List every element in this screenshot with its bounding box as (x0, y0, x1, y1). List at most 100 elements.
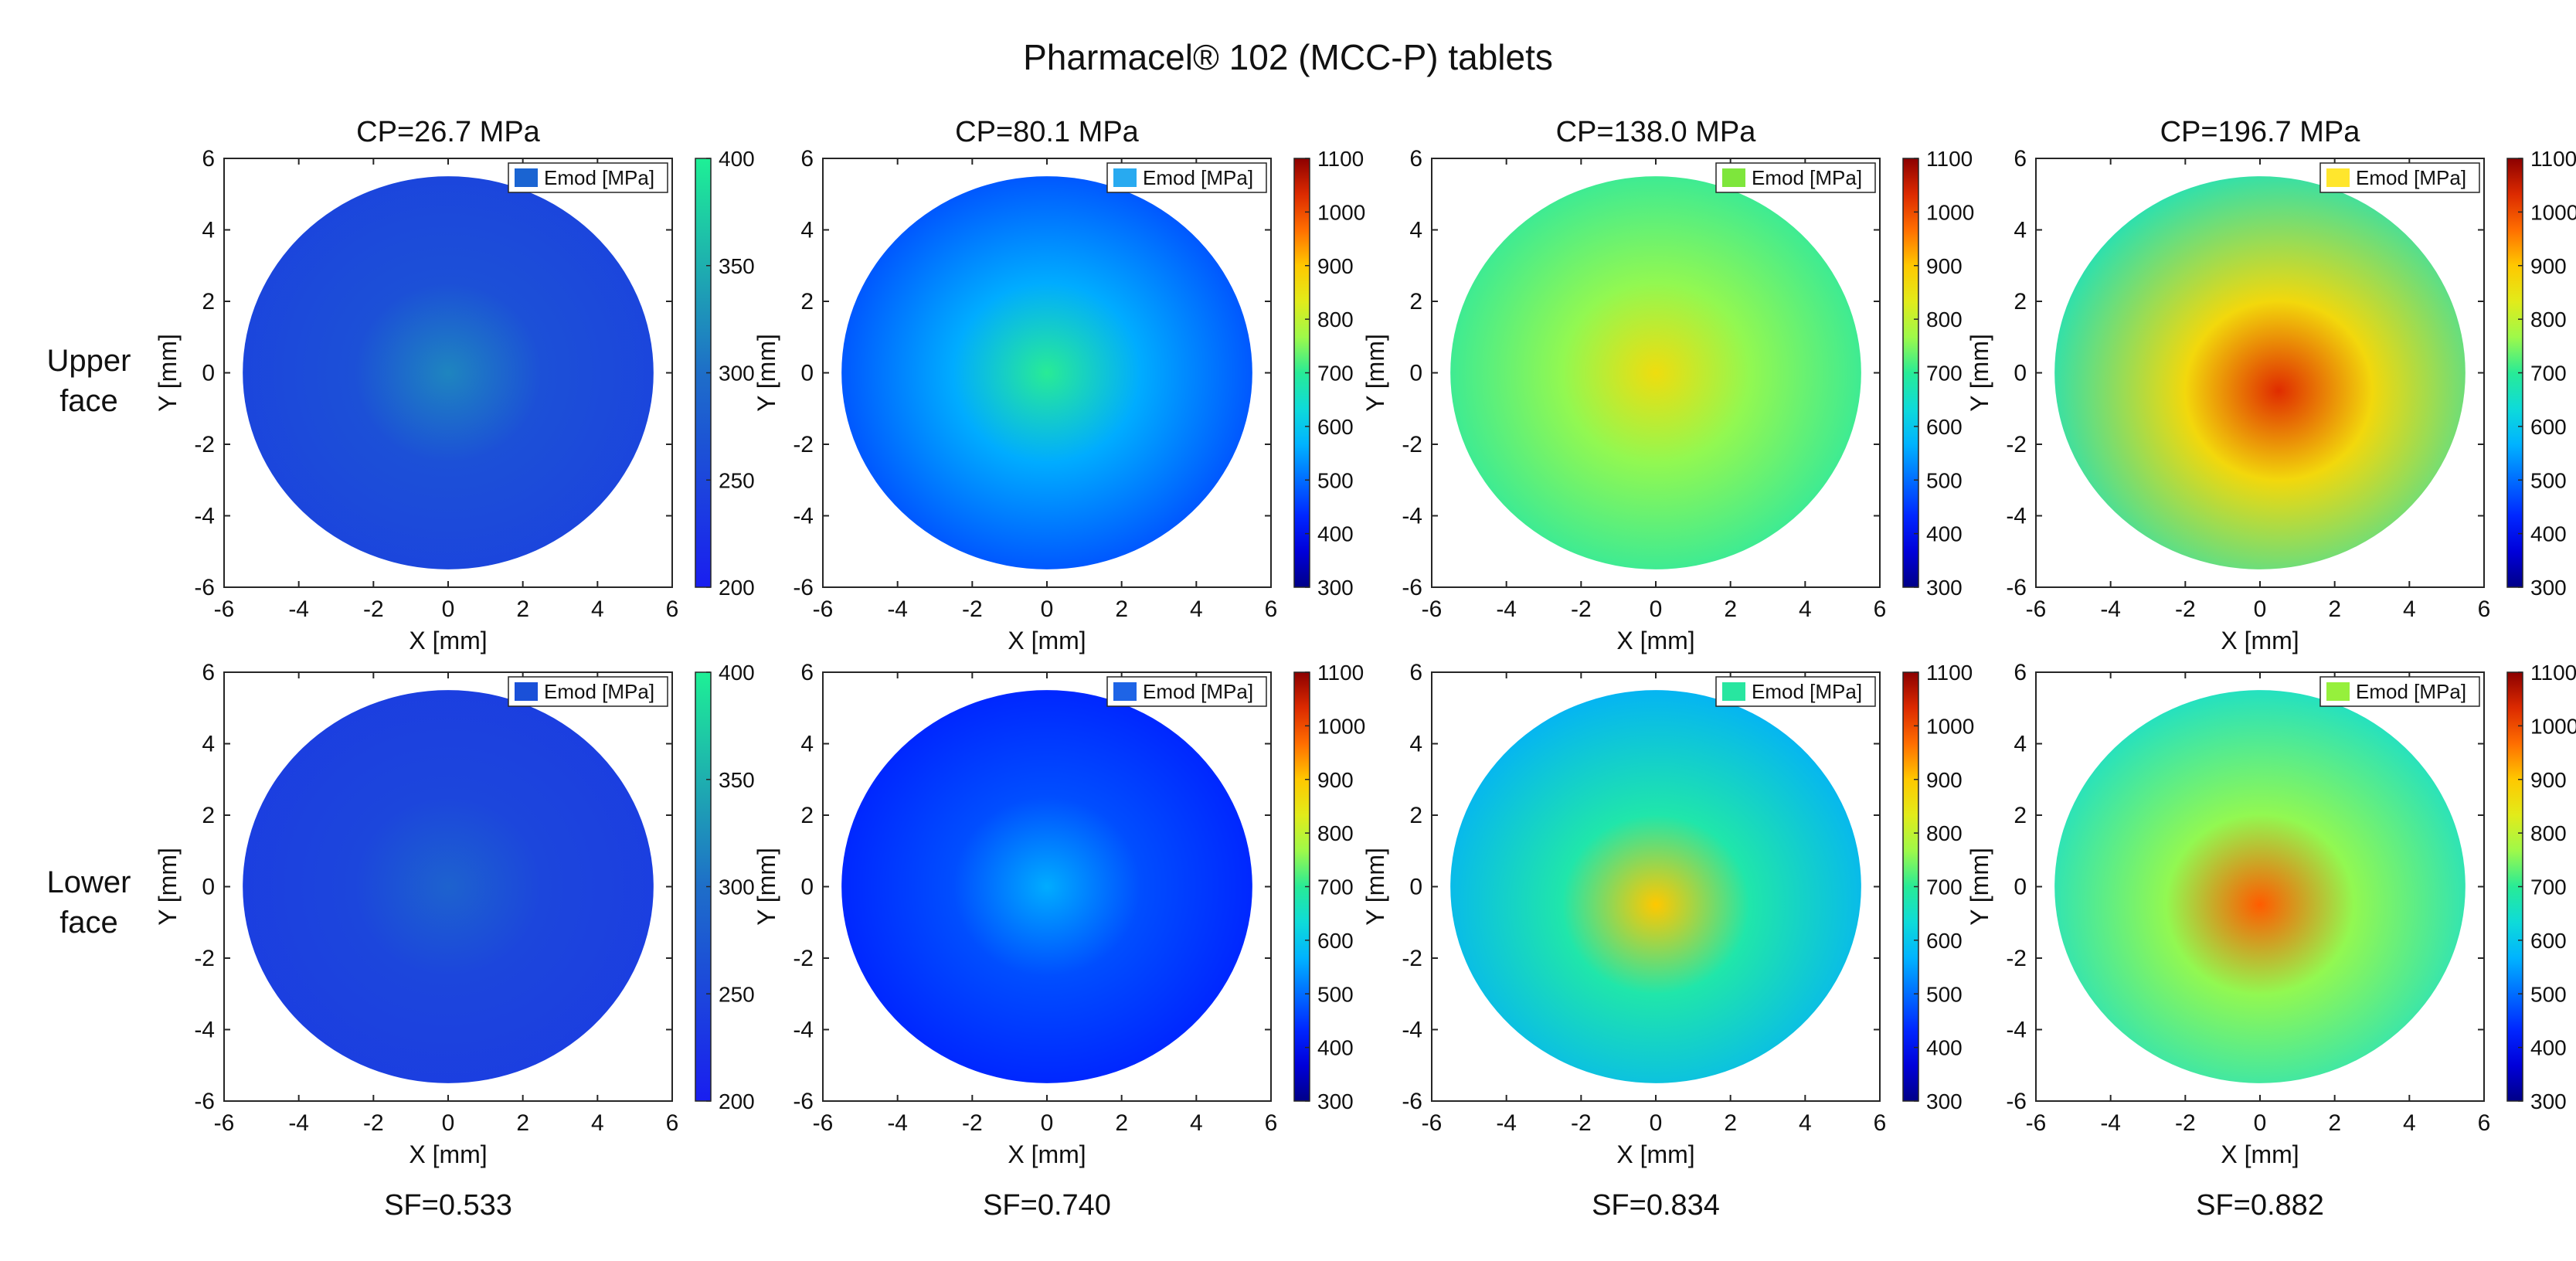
x-tick-label: -2 (962, 1110, 983, 1136)
y-tick-label: 4 (800, 732, 814, 757)
x-tick-label: 2 (1724, 597, 1737, 622)
y-tick-label: -4 (793, 504, 814, 529)
legend-box (2319, 162, 2480, 193)
panel-title: CP=196.7 MPa (2160, 116, 2361, 148)
colorbar-tick-label: 700 (1317, 362, 1354, 386)
legend-label: Emod [MPa] (1752, 680, 1862, 703)
chart-panel-2: CP=80.1 MPa -6 -4 -2 0 2 4 6 -6 -4 -2 0 2 4 6 X [mm] Y [… (753, 116, 1365, 654)
colorbar-tick-label: 700 (2530, 875, 2567, 899)
chart-panel-1: CP=26.7 MPa -6 -4 -2 0 2 4 6 -6 -4 -2 0 2 4 6 X [mm] Y [… (154, 116, 755, 654)
colorbar-tick-label: 600 (1926, 929, 1963, 953)
x-tick-label: -4 (1496, 597, 1517, 622)
y-tick-label: 4 (2014, 218, 2027, 243)
x-tick-label: 2 (1724, 1110, 1737, 1136)
legend-label: Emod [MPa] (544, 166, 654, 189)
colorbar-tick-label: 1100 (1317, 147, 1364, 171)
x-tick-label: -2 (962, 597, 983, 622)
y-tick-label: -2 (194, 946, 215, 971)
y-tick-label: -6 (1402, 575, 1422, 600)
y-tick-label: -2 (793, 946, 814, 971)
tablet-map (2054, 690, 2466, 1083)
colorbar-tick-label: 600 (2530, 929, 2567, 953)
colorbar-tick-label: 900 (1317, 768, 1354, 792)
x-tick-label: -4 (288, 597, 309, 622)
x-tick-label: -4 (2100, 597, 2121, 622)
legend-label: Emod [MPa] (2356, 166, 2466, 189)
y-tick-label: 2 (202, 289, 215, 314)
legend-label: Emod [MPa] (1143, 680, 1253, 703)
panel-title: CP=138.0 MPa (1556, 116, 1757, 148)
y-tick-label: 4 (1409, 218, 1422, 243)
colorbar-tick-label: 400 (719, 661, 755, 685)
y-tick-label: 2 (2014, 803, 2027, 828)
y-tick-label: -6 (1402, 1089, 1422, 1114)
row-label-upper-line2: face (59, 384, 118, 418)
colorbar-tick-label: 1100 (1926, 661, 1973, 685)
x-axis-label: X [mm] (1616, 627, 1694, 654)
y-axis-label: Y [mm] (753, 334, 780, 412)
colorbar-tick-label: 400 (719, 147, 755, 171)
chart-panel-3: CP=138.0 MPa -6 -4 -2 0 2 4 6 -6 -4 -2 0 2 4 6 X [mm] Y … (1361, 116, 1974, 654)
x-tick-label: -6 (813, 1110, 834, 1136)
x-axis-label: X [mm] (1008, 627, 1086, 654)
tablet-map (243, 690, 654, 1083)
y-tick-label: 6 (800, 146, 814, 172)
colorbar-tick-label: 800 (1926, 308, 1963, 331)
x-tick-label: 4 (1799, 597, 1812, 622)
y-tick-label: 0 (800, 361, 814, 386)
x-tick-label: -6 (2026, 597, 2047, 622)
colorbar-tick-label: 700 (1926, 362, 1963, 386)
colorbar-tick-label: 600 (1926, 415, 1963, 439)
y-axis-label: Y [mm] (1361, 848, 1389, 926)
x-tick-label: 6 (666, 1110, 679, 1136)
colorbar-tick-label: 1100 (2530, 661, 2576, 685)
y-tick-label: 6 (1409, 146, 1422, 172)
y-tick-label: -2 (2006, 946, 2027, 971)
x-tick-label: 0 (442, 597, 455, 622)
x-tick-label: -2 (363, 1110, 384, 1136)
x-axis-label: X [mm] (409, 1140, 487, 1168)
legend-box (1715, 162, 1876, 193)
colorbar-tick-label: 300 (1926, 1089, 1963, 1113)
panel-title: CP=26.7 MPa (356, 116, 540, 148)
x-tick-label: 0 (1041, 597, 1054, 622)
y-tick-label: 0 (2014, 875, 2027, 900)
y-tick-label: -6 (194, 1089, 215, 1114)
chart-panel-4: CP=196.7 MPa -6 -4 -2 0 2 4 6 -6 -4 -2 0 2 4 6 X [mm] Y … (1966, 116, 2576, 654)
y-axis-label: Y [mm] (154, 848, 182, 926)
colorbar-tick-label: 800 (1926, 821, 1963, 845)
panel-title: CP=80.1 MPa (955, 116, 1139, 148)
colorbar-tick-label: 700 (1317, 875, 1354, 899)
legend-swatch (2326, 682, 2350, 701)
x-tick-label: -2 (1571, 1110, 1592, 1136)
y-tick-label: -2 (194, 432, 215, 457)
x-tick-label: -4 (887, 1110, 908, 1136)
colorbar-tick-label: 250 (719, 982, 755, 1006)
sf-caption: SF=0.740 (983, 1189, 1111, 1222)
y-tick-label: 2 (202, 803, 215, 828)
y-tick-label: -2 (2006, 432, 2027, 457)
y-tick-label: 0 (202, 875, 215, 900)
x-tick-label: -6 (2026, 1110, 2047, 1136)
y-axis-label: Y [mm] (753, 848, 780, 926)
y-tick-label: -6 (2006, 575, 2027, 600)
y-axis-label: Y [mm] (154, 334, 182, 412)
colorbar-tick-label: 300 (719, 362, 755, 386)
y-tick-label: -6 (2006, 1089, 2027, 1114)
x-tick-label: 0 (1041, 1110, 1054, 1136)
colorbar-tick-label: 900 (1926, 254, 1963, 278)
y-tick-label: 0 (202, 361, 215, 386)
x-tick-label: 0 (1650, 597, 1663, 622)
x-tick-label: 6 (2478, 1110, 2491, 1136)
colorbar-tick-label: 300 (719, 875, 755, 899)
colorbar-tick-label: 900 (1317, 254, 1354, 278)
y-axis-label: Y [mm] (1361, 334, 1389, 412)
x-tick-label: -2 (2175, 1110, 2196, 1136)
chart-panel-6: -6 -4 -2 0 2 4 6 -6 -4 -2 0 2 4 6 X [mm] Y [mm] Emod [MP… (753, 660, 1365, 1222)
colorbar-tick-label: 1000 (2530, 714, 2576, 738)
x-tick-label: 2 (2328, 1110, 2341, 1136)
x-tick-label: 2 (1115, 1110, 1128, 1136)
y-tick-label: 2 (800, 803, 814, 828)
legend-label: Emod [MPa] (544, 680, 654, 703)
